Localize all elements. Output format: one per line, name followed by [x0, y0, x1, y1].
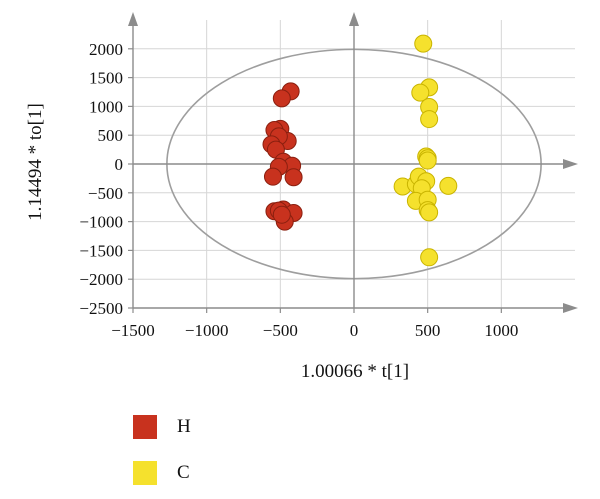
- zero-line-vertical-arrow: [349, 12, 359, 26]
- legend-swatch-c: [133, 461, 157, 485]
- point-c: [411, 83, 430, 102]
- y-tick-label: 1000: [89, 97, 123, 116]
- y-tick-label: −1500: [79, 241, 123, 260]
- x-tick-label: 0: [350, 321, 359, 340]
- axes: [128, 12, 578, 313]
- point-c: [420, 248, 439, 267]
- legend-label-h: H: [177, 416, 191, 437]
- legend-item-c: C: [133, 450, 191, 496]
- y-axis-arrow: [128, 12, 138, 26]
- y-tick-label: 2000: [89, 40, 123, 59]
- zero-line-horizontal-arrow: [563, 159, 578, 169]
- point-c: [420, 110, 439, 129]
- legend: H C: [133, 404, 191, 496]
- y-tick-label: −500: [88, 184, 123, 203]
- x-tick-label: −1500: [111, 321, 155, 340]
- y-tick-label: −2000: [79, 270, 123, 289]
- legend-swatch-h: [133, 415, 157, 439]
- scatter-plot: −1500 −1000 −500 0 500 1000 −2500−2000−1500−1…: [25, 12, 578, 382]
- x-tick-label: −500: [263, 321, 298, 340]
- point-h: [272, 205, 291, 224]
- point-c: [420, 203, 439, 222]
- x-axis-arrow: [563, 303, 578, 313]
- y-tick-label: 0: [115, 155, 124, 174]
- y-tick-labels: −2500 −2000 −1500 −1000 −500 0 500 1000 1500 2000: [79, 40, 123, 318]
- point-h: [272, 89, 291, 108]
- point-c: [414, 34, 433, 53]
- y-tick-label: −2500: [79, 299, 123, 318]
- x-tick-label: 500: [415, 321, 441, 340]
- x-tick-labels: −1500 −1000 −500 0 500 1000: [111, 321, 518, 340]
- legend-item-h: H: [133, 404, 191, 450]
- x-axis-title: 1.00066 * t[1]: [301, 361, 409, 382]
- point-h: [284, 168, 303, 187]
- y-tick-label: −1000: [79, 213, 123, 232]
- y-tick-label: 1500: [89, 69, 123, 88]
- x-tick-label: 1000: [484, 321, 518, 340]
- y-axis-title: 1.14494 * to[1]: [25, 103, 46, 221]
- y-tick-label: 500: [98, 126, 124, 145]
- point-c: [418, 151, 437, 170]
- legend-label-c: C: [177, 462, 190, 483]
- data-points: [262, 34, 458, 267]
- x-tick-label: −1000: [185, 321, 229, 340]
- point-c: [439, 176, 458, 195]
- point-h: [263, 167, 282, 186]
